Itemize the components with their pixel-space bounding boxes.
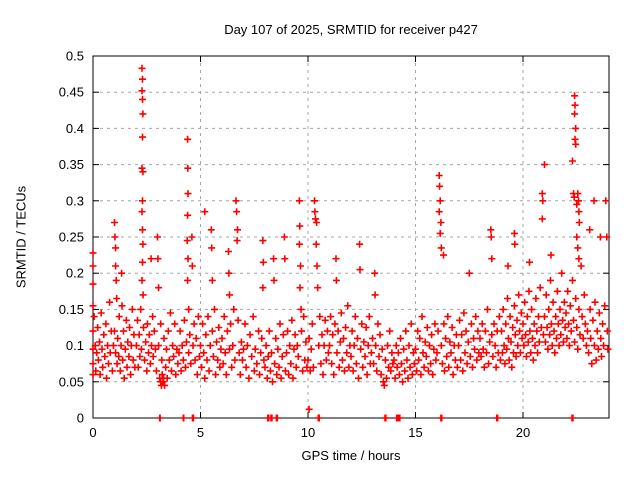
x-tick-label: 10 <box>301 425 315 440</box>
x-tick-label: 20 <box>516 425 530 440</box>
y-tick-label: 0.45 <box>59 85 84 100</box>
y-tick-label: 0.3 <box>66 193 84 208</box>
x-tick-label: 0 <box>89 425 96 440</box>
data-points <box>89 64 612 422</box>
y-tick-label: 0.05 <box>59 374 84 389</box>
y-tick-label: 0.1 <box>66 338 84 353</box>
y-tick-label: 0.4 <box>66 121 84 136</box>
grid-lines <box>93 56 609 418</box>
chart-title: Day 107 of 2025, SRMTID for receiver p42… <box>224 22 478 37</box>
y-axis-label: SRMTID / TECUs <box>13 185 29 289</box>
y-tick-label: 0.35 <box>59 157 84 172</box>
tick-labels: 0 0.05 0.1 0.15 0.2 0.25 0.3 0.35 0.4 0.45 0.5 0 5 10… <box>59 49 531 441</box>
x-tick-label: 5 <box>197 425 204 440</box>
y-tick-label: 0.25 <box>59 230 84 245</box>
axis-ticks <box>92 55 609 419</box>
x-axis-label: GPS time / hours <box>301 448 401 463</box>
y-tick-label: 0 <box>77 411 84 426</box>
y-tick-label: 0.2 <box>66 266 84 281</box>
y-tick-label: 0.15 <box>59 302 84 317</box>
y-tick-label: 0.5 <box>66 49 84 64</box>
x-tick-label: 15 <box>408 425 422 440</box>
